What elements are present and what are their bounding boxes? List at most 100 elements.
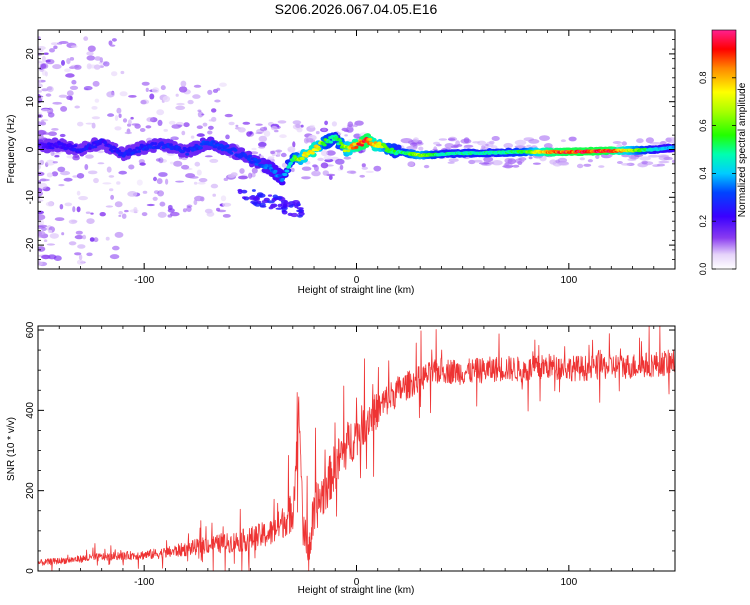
noise-blob — [472, 141, 480, 144]
noise-blob — [38, 199, 44, 202]
ridge-core — [248, 154, 252, 158]
noise-blob — [94, 98, 100, 103]
ridge-core — [285, 169, 290, 173]
noise-blob — [274, 129, 279, 133]
branch-blob — [259, 205, 267, 208]
noise-blob — [502, 165, 514, 168]
noise-blob — [58, 41, 69, 44]
branch-blob — [283, 200, 289, 205]
noise-blob — [295, 123, 301, 128]
noise-blob — [315, 131, 320, 135]
noise-blob — [46, 172, 53, 178]
noise-blob — [239, 168, 245, 174]
noise-blob — [576, 163, 584, 169]
noise-blob — [579, 157, 585, 161]
noise-blob — [671, 159, 675, 164]
ridge-core — [198, 146, 203, 150]
noise-blob — [38, 83, 42, 87]
snr-panel: -100 0 100 0 200 400 600 Height of straight li… — [6, 321, 676, 596]
noise-blob — [64, 202, 73, 207]
noise-blob — [128, 164, 135, 170]
noise-blob — [146, 203, 155, 207]
noise-blob — [353, 123, 358, 128]
noise-blob — [106, 166, 112, 173]
noise-blob — [47, 112, 55, 118]
noise-blob — [122, 118, 128, 123]
noise-blob — [512, 164, 520, 168]
noise-blob — [568, 136, 577, 142]
noise-blob — [163, 128, 168, 132]
noise-blob — [116, 181, 121, 185]
noise-blob — [38, 112, 43, 115]
noise-blob — [74, 235, 84, 240]
noise-blob — [108, 40, 113, 46]
ridge-core — [211, 140, 216, 144]
noise-blob — [373, 165, 382, 172]
noise-blob — [111, 38, 117, 42]
noise-blob — [124, 131, 132, 135]
noise-blob — [176, 102, 185, 106]
noise-blob — [181, 130, 186, 136]
noise-blob — [152, 196, 158, 201]
noise-blob — [84, 164, 89, 170]
colorbar-tick-label: 0.0 — [698, 263, 708, 276]
ridge-core — [233, 148, 238, 152]
noise-blob — [57, 166, 66, 172]
noise-blob — [128, 95, 137, 98]
ridge-core — [229, 151, 234, 155]
noise-blob — [158, 157, 164, 164]
ridge-core — [253, 157, 258, 161]
spectrogram-y-label: Frequency (Hz) — [6, 115, 17, 184]
ridge-core — [278, 174, 283, 178]
noise-blob — [118, 211, 123, 215]
ridge-core — [346, 149, 351, 153]
noise-blob — [38, 261, 43, 266]
noise-blob — [621, 141, 627, 146]
noise-blob — [526, 144, 532, 148]
ridge-core — [322, 143, 327, 147]
noise-blob — [92, 80, 100, 87]
noise-blob — [346, 170, 356, 174]
noise-blob — [359, 174, 366, 178]
noise-blob — [58, 94, 68, 98]
colorbar-tick-label: 0.6 — [698, 119, 708, 132]
noise-blob — [645, 137, 655, 144]
noise-blob — [38, 60, 43, 65]
noise-blob — [663, 156, 673, 161]
ridge-core — [342, 149, 347, 153]
snr-ticks: -100 0 100 0 200 400 600 — [25, 321, 676, 588]
noise-blob — [38, 219, 42, 225]
noise-blob — [175, 105, 186, 111]
noise-blob — [50, 42, 59, 46]
noise-blob — [48, 229, 53, 233]
noise-blob — [52, 101, 63, 105]
noise-blob — [74, 252, 82, 256]
noise-blob — [344, 134, 348, 137]
noise-blob — [45, 159, 55, 166]
noise-blob — [182, 208, 187, 213]
noise-blob — [491, 136, 500, 141]
noise-blob — [320, 162, 329, 169]
noise-blob — [97, 150, 104, 154]
noise-blob — [287, 146, 296, 153]
noise-blob — [91, 122, 96, 129]
noise-blob — [484, 143, 489, 147]
noise-blob — [194, 195, 204, 202]
noise-blob — [251, 147, 257, 151]
noise-blob — [180, 80, 187, 87]
noise-blob — [341, 127, 348, 132]
noise-blob — [317, 157, 324, 161]
noise-blob — [43, 52, 49, 55]
noise-blob — [292, 120, 302, 125]
noise-blob — [41, 69, 47, 76]
ridge-core — [185, 152, 190, 156]
noise-blob — [114, 115, 119, 121]
noise-blob — [659, 141, 667, 145]
noise-blob — [170, 211, 180, 217]
noise-blob — [212, 193, 216, 197]
noise-blob — [46, 86, 53, 91]
noise-blob — [118, 214, 122, 217]
noise-blob — [121, 213, 127, 219]
